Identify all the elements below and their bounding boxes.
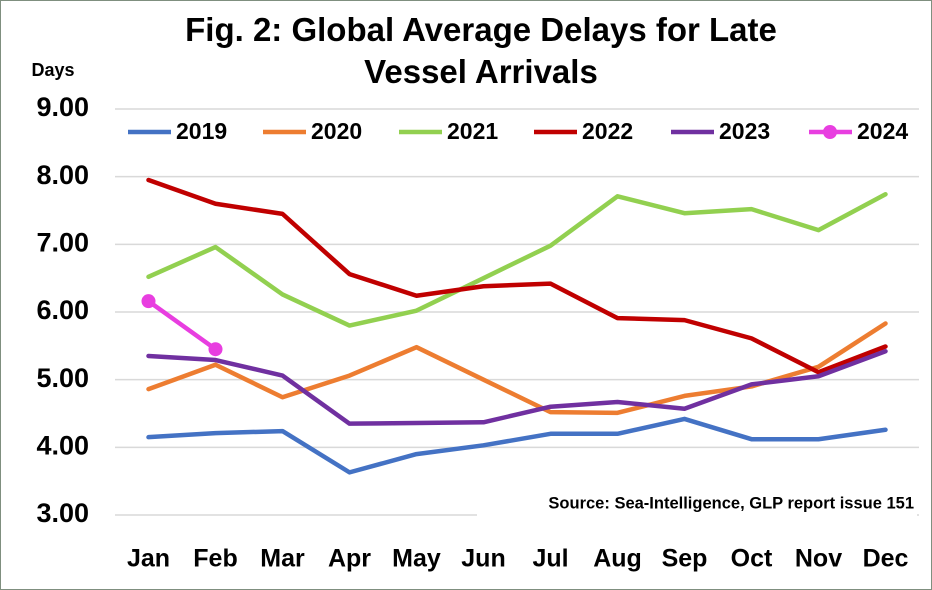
annotation-box (477, 490, 917, 516)
legend-label: 2020 (311, 118, 362, 144)
y-tick-label: 4.00 (36, 430, 89, 460)
y-tick-label: 8.00 (36, 160, 89, 190)
series-line (146, 348, 888, 426)
series-line (146, 416, 888, 475)
y-tick-label: 6.00 (36, 295, 89, 325)
y-axis-label: Days (31, 60, 74, 80)
x-tick-label: May (392, 545, 441, 573)
y-tick-label: 3.00 (36, 498, 89, 528)
x-tick-label: Jul (532, 545, 568, 573)
x-tick-label: Sep (662, 545, 708, 573)
series-line (146, 177, 888, 375)
legend-label: 2019 (176, 118, 227, 144)
x-tick-label: Jun (461, 545, 505, 573)
x-tick-label: Apr (328, 545, 371, 573)
x-tick-label: Jan (127, 545, 170, 573)
legend-label: 2022 (582, 118, 633, 144)
x-tick-label: Oct (731, 545, 773, 573)
legend-label: 2021 (447, 118, 498, 144)
series-marker (141, 294, 156, 309)
x-tick-label: Feb (193, 545, 237, 573)
x-tick-label: Aug (593, 545, 642, 573)
chart-title: Fig. 2: Global Average Delays for Late V… (185, 11, 777, 90)
x-tick-label: Dec (863, 545, 909, 573)
series-line (146, 192, 888, 328)
legend-marker (823, 125, 837, 139)
series-line (146, 298, 218, 352)
y-tick-label: 9.00 (36, 92, 89, 122)
y-tick-label: 7.00 (36, 227, 89, 257)
y-tick-label: 5.00 (36, 363, 89, 393)
series-marker (208, 342, 223, 357)
legend-label: 2023 (719, 118, 770, 144)
x-tick-label: Mar (260, 545, 305, 573)
annotation: Source: Sea-Intelligence, GLP report iss… (548, 494, 914, 512)
x-tick-label: Nov (795, 545, 842, 573)
legend-label: 2024 (857, 118, 908, 144)
